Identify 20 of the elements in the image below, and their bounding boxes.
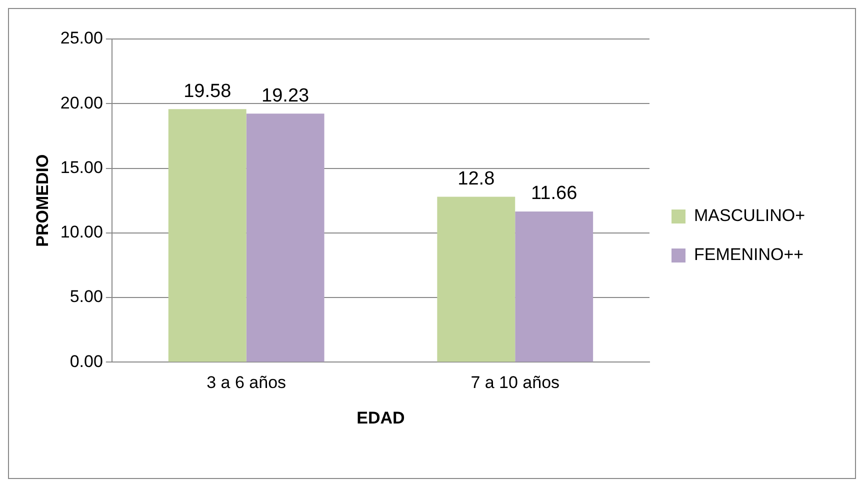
bar: [246, 114, 324, 362]
x-axis-title: EDAD: [356, 408, 405, 428]
x-tick-label: 7 a 10 años: [470, 373, 560, 392]
bar: [437, 196, 516, 362]
y-axis-title: PROMEDIO: [32, 154, 52, 247]
legend-label: FEMENINO++: [694, 245, 804, 264]
bar: [168, 109, 246, 362]
data-label: 19.23: [262, 85, 310, 106]
legend-label: MASCULINO+: [694, 206, 806, 226]
data-label: 19.58: [184, 80, 232, 102]
y-tick-label: 0.00: [70, 352, 103, 371]
x-tick-label: 3 a 6 años: [206, 373, 286, 392]
y-tick-label: 20.00: [60, 93, 103, 112]
y-tick-label: 15.00: [60, 158, 103, 177]
y-tick-label: 10.00: [60, 222, 103, 242]
bar: [515, 211, 594, 362]
y-tick-label: 5.00: [70, 287, 103, 306]
y-tick-label: 25.00: [60, 28, 103, 48]
data-label: 11.66: [531, 183, 578, 204]
data-label: 12.8: [458, 168, 495, 190]
